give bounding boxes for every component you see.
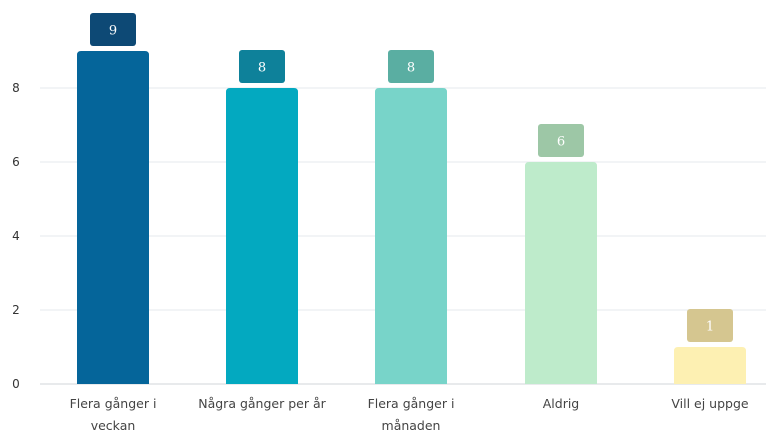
bar [525, 162, 597, 384]
y-tick-label: 0 [12, 377, 20, 391]
bar [77, 51, 149, 384]
bar [674, 347, 746, 384]
data-label-box [90, 13, 136, 46]
y-tick-label: 6 [12, 155, 20, 169]
category-label: Aldrig [543, 396, 580, 411]
data-label-box [538, 124, 584, 157]
y-tick-label: 4 [12, 229, 20, 243]
data-labels: 9 8 8 6 1 [90, 13, 733, 342]
category-label: Flera gånger i månaden [368, 396, 455, 433]
data-label: 8 [258, 61, 266, 76]
data-label: 8 [407, 61, 415, 76]
bars [77, 51, 746, 384]
y-tick-label: 2 [12, 303, 20, 317]
data-label: 6 [557, 135, 565, 150]
category-label: Flera gånger i veckan [70, 396, 157, 433]
data-label: 1 [706, 320, 714, 335]
y-tick-label: 8 [12, 81, 20, 95]
data-label: 9 [109, 24, 117, 39]
bar [375, 88, 447, 384]
data-label-box [388, 50, 434, 83]
category-label: Några gånger per år [198, 396, 326, 411]
category-label: Vill ej uppge [671, 396, 749, 411]
data-label-box [687, 309, 733, 342]
bar [226, 88, 298, 384]
data-label-box [239, 50, 285, 83]
y-axis-ticks: 0 2 4 6 8 [12, 81, 20, 391]
x-axis-categories: Flera gånger i veckan Några gånger per år F… [70, 396, 749, 433]
